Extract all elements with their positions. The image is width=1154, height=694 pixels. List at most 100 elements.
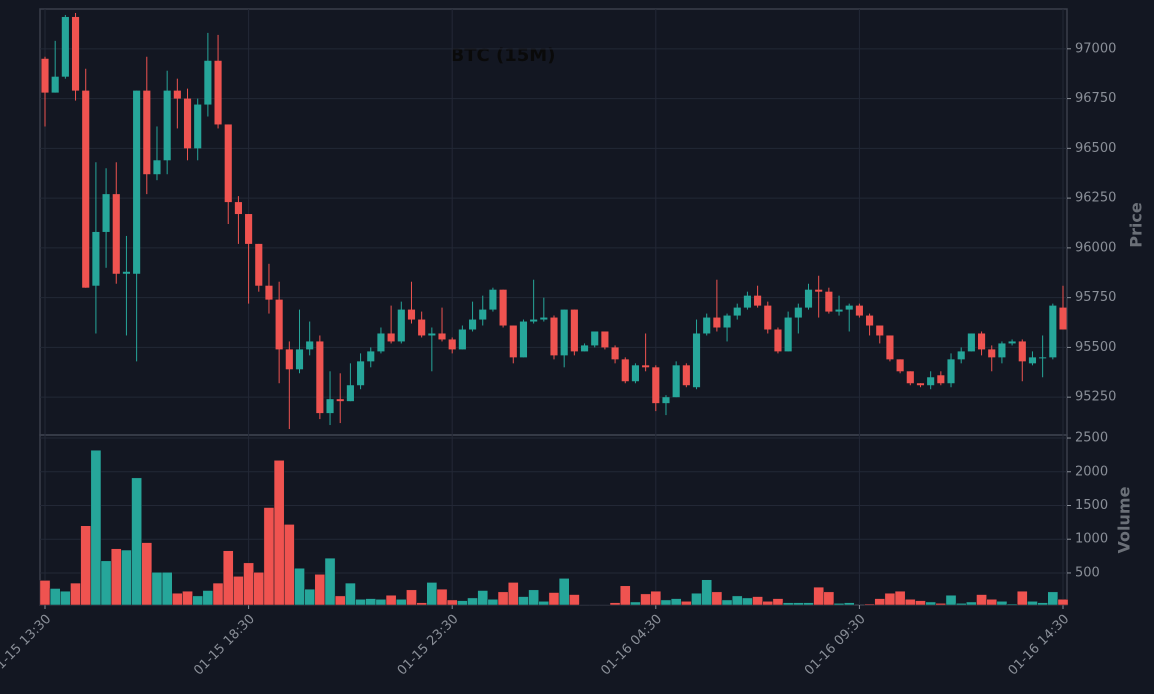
candle-body [672, 365, 680, 398]
volume-bar [355, 599, 366, 606]
volume-bar [182, 590, 193, 606]
volume-bar [742, 597, 753, 606]
x-tick-label: 01-16 04:30 [598, 612, 665, 679]
candle-body [428, 333, 436, 336]
candle-body [295, 349, 304, 370]
y2-tick-label: 1000 [1075, 532, 1108, 547]
volume-bar [192, 595, 204, 606]
volume-bar [233, 576, 244, 606]
volume-bar [70, 582, 81, 606]
volume-bar [334, 595, 346, 606]
y2-tick-label: 2500 [1075, 431, 1108, 446]
volume-bar [925, 601, 937, 606]
volume-bar [1027, 601, 1038, 606]
volume-bar [436, 588, 448, 606]
candle-body [183, 98, 192, 149]
volume-bar [976, 594, 987, 606]
candle-body [194, 104, 202, 149]
volume-bar [650, 590, 662, 606]
volume-bar [782, 602, 794, 606]
x-tick-label: 01-16 14:30 [1006, 612, 1073, 679]
candle-body [519, 321, 528, 358]
candle-body [967, 333, 975, 352]
candle-body [245, 214, 253, 244]
candle-body [570, 309, 578, 352]
volume-bar [681, 601, 692, 606]
volume-bar [416, 602, 428, 606]
volume-bar [569, 594, 580, 606]
volume-bar [314, 574, 326, 606]
candle-body [285, 349, 293, 370]
volume-bar [935, 603, 947, 606]
volume-bar [894, 590, 906, 606]
candle-body [306, 341, 314, 350]
volume-bar [294, 567, 305, 606]
y-tick-label: 96000 [1075, 240, 1116, 255]
y-axis-label: Price [1127, 202, 1146, 248]
candle-body [733, 307, 741, 316]
candle-body [845, 305, 853, 310]
candle-body [815, 289, 823, 292]
volume-bar [803, 602, 814, 606]
volume-bar [161, 572, 173, 606]
candle-body [743, 295, 751, 308]
candle-body [1059, 307, 1067, 330]
volume-bar [100, 560, 112, 606]
volume-bar [721, 599, 733, 606]
volume-bar [823, 591, 835, 606]
volume-bar [365, 598, 377, 606]
volume-bar [630, 601, 641, 606]
y2-tick-label: 1500 [1075, 498, 1108, 513]
candle-body [896, 359, 904, 372]
volume-bar [1057, 599, 1069, 606]
volume-bar [874, 598, 886, 606]
volume-bar [843, 602, 855, 606]
candle-body [916, 383, 925, 386]
candle-body [611, 347, 619, 360]
candle-body [703, 317, 711, 334]
volume-bar [90, 449, 102, 606]
candle-body [662, 397, 670, 404]
candle-body [906, 371, 914, 384]
candle-body [1039, 357, 1047, 359]
candle-body [387, 333, 395, 342]
volume-bar [731, 595, 743, 606]
volume-bar [345, 582, 356, 606]
candle-body [133, 90, 141, 274]
candle-body [418, 319, 426, 336]
candle-body [621, 359, 629, 382]
candle-body [876, 325, 884, 336]
candle-body [764, 305, 772, 330]
candle-body [1049, 305, 1057, 358]
candle-body [377, 333, 385, 352]
x-tick-label: 01-15 13:30 [0, 612, 54, 679]
volume-bar [60, 590, 71, 606]
volume-bar [283, 524, 295, 606]
candle-body [489, 289, 497, 310]
candle-body [540, 317, 548, 320]
volume-bar [172, 592, 183, 606]
candle-body [713, 317, 721, 328]
x-tick-label: 01-16 09:30 [802, 612, 869, 679]
candle-body [1028, 357, 1037, 364]
volume-bar [446, 599, 458, 606]
candle-body [479, 309, 487, 320]
volume-bar [864, 603, 875, 606]
candle-body [835, 309, 843, 312]
candle-body [51, 76, 59, 93]
volume-bar [660, 599, 672, 606]
volume-bar [558, 578, 570, 606]
candle-body [163, 90, 171, 161]
candle-body [336, 399, 344, 402]
volume-panel [39, 434, 1068, 606]
candle-body [1008, 341, 1016, 344]
volume-bar [528, 589, 539, 606]
candle-body [886, 335, 894, 360]
candle-body [357, 361, 365, 386]
y2-tick-label: 500 [1075, 565, 1100, 580]
price-panel [39, 8, 1068, 436]
volume-bar [273, 460, 285, 606]
candle-body [214, 60, 222, 125]
volume-bar [263, 507, 275, 606]
volume-bar [131, 477, 142, 606]
